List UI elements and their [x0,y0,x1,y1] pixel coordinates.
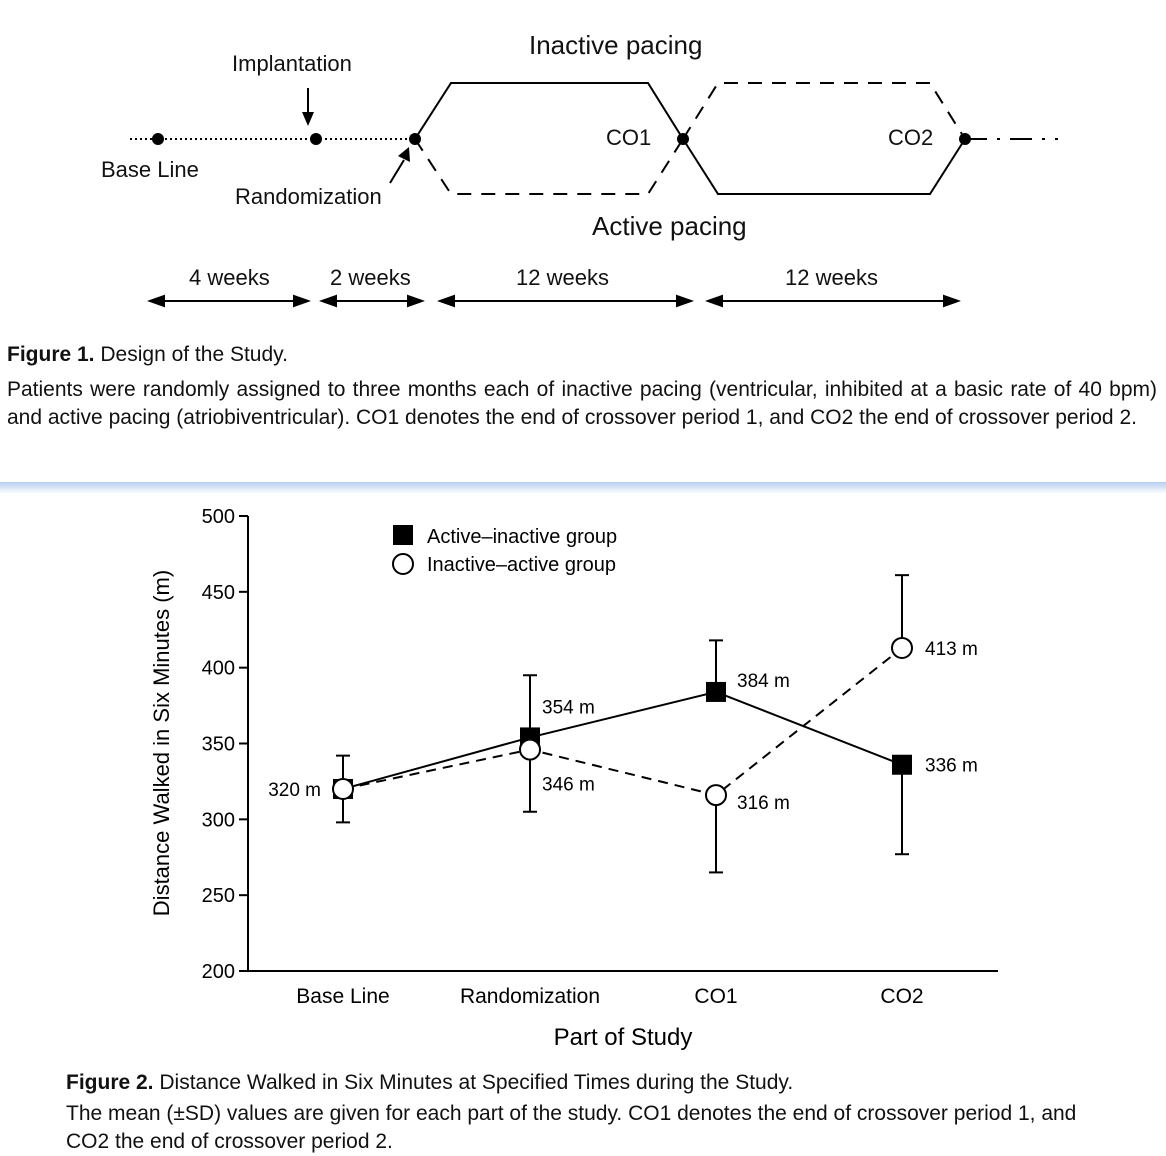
x-tick-label: CO1 [694,985,737,1008]
inactive-active-point [891,636,913,659]
inactive-active-point [332,778,354,800]
active-pacing-label: Active pacing [592,211,747,241]
legend-square-marker [393,525,413,545]
figure1-caption-title: Figure 1. [7,343,95,366]
co1-diagram-label: CO1 [606,125,652,150]
y-axis-title: Distance Walked in Six Minutes (m) [149,570,174,916]
data-label: 336 m [925,756,978,777]
base-line-label: Base Line [101,157,199,182]
period1-inactive-path [414,82,684,140]
inactive-active-point [705,784,727,807]
x-axis-title: Part of Study [554,1024,693,1051]
study-design-diagram [130,82,1058,308]
period1-active-path [414,138,684,195]
duration-label: 4 weeks [189,265,270,290]
data-label: 413 m [925,639,978,660]
duration-arrows [147,294,961,308]
data-label: 346 m [542,775,595,796]
figure2-caption-heading: Figure 2. Distance Walked in Six Minutes… [66,1071,793,1095]
y-tick-label: 200 [202,961,235,983]
x-tick-label: CO2 [880,985,923,1008]
implantation-arrowhead [302,112,314,126]
figure1-caption-body: Patients were randomly assigned to three… [7,378,1157,429]
inactive-active-line [342,647,903,797]
implantation-node [310,133,322,145]
duration-label: 12 weeks [785,265,878,290]
legend-circle-marker [392,553,414,575]
section-separator [0,482,1166,494]
co2-diagram-label: CO2 [888,125,934,150]
duration-label: 12 weeks [516,265,609,290]
x-tick-label: Base Line [296,985,389,1008]
y-tick-label: 300 [202,809,235,831]
data-label: 384 m [737,671,790,692]
figure1-caption-heading: Figure 1. Design of the Study. [7,343,288,367]
y-tick-label: 250 [202,885,235,907]
implantation-label: Implantation [232,51,352,76]
duration-label: 2 weeks [330,265,411,290]
data-label: 320 m [268,780,321,801]
y-tick-label: 500 [202,506,235,528]
figure2-caption-subtitle: Distance Walked in Six Minutes at Specif… [159,1071,794,1094]
figure2-caption-title: Figure 2. [66,1071,154,1094]
figure1-caption-subtitle: Design of the Study. [100,343,288,366]
y-tick-label: 400 [202,658,235,680]
active-inactive-line [342,690,903,790]
period2-lower-path [682,138,966,195]
period2-upper-path [682,82,966,140]
inactive-active-point [519,738,541,761]
figure2-caption-body: The mean (±SD) values are given for each… [66,1102,1077,1153]
x-tick-label: Randomization [460,985,600,1008]
y-tick-label: 450 [202,582,235,604]
legend-label: Inactive–active group [427,554,616,576]
legend-label: Active–inactive group [427,526,617,548]
randomization-arrowhead [398,147,410,162]
data-label: 354 m [542,697,595,718]
randomization-arrow [389,159,405,184]
data-label: 316 m [737,793,790,814]
distance-walked-chart: 200 250 300 350 400 450 500 Base Line Randomizat… [149,506,998,1051]
active-inactive-point [892,754,912,775]
y-tick-label: 350 [202,734,235,756]
baseline-node [152,133,164,145]
active-inactive-point [706,681,726,702]
randomization-label: Randomization [235,184,382,209]
inactive-pacing-label: Inactive pacing [529,30,703,60]
